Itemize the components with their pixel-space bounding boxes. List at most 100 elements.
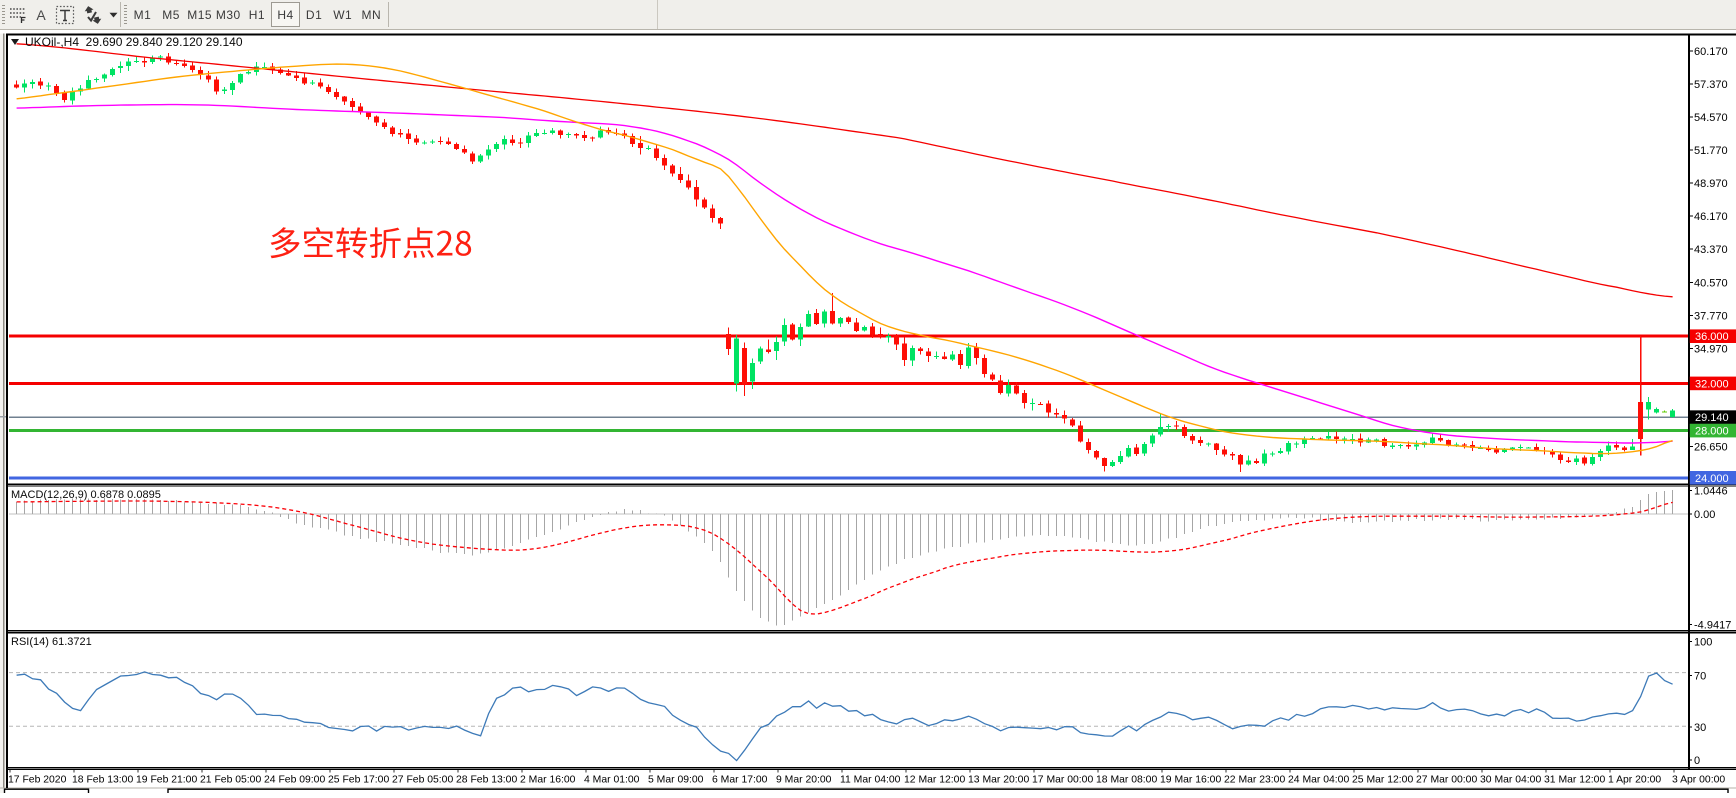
price-tick-54.570: 54.570 xyxy=(1694,112,1728,124)
chart-ohlc-quotes: 29.690 29.840 29.120 29.140 xyxy=(79,35,243,49)
time-label-24: 31 Mar 12:00 xyxy=(1544,775,1605,786)
time-label-19: 22 Mar 23:00 xyxy=(1224,775,1285,786)
timeframe-button-H4[interactable]: H4 xyxy=(271,2,300,27)
time-label-11: 6 Mar 17:00 xyxy=(712,775,768,786)
macd-axis-0.00: 0.00 xyxy=(1694,509,1715,521)
fibonacci-icon xyxy=(10,7,26,23)
time-label-14: 12 Mar 12:00 xyxy=(904,775,965,786)
price-tick-37.770: 37.770 xyxy=(1694,310,1728,322)
chart-title-row: UKOil-,H4 29.690 29.840 29.120 29.140 xyxy=(11,35,243,49)
time-label-10: 5 Mar 09:00 xyxy=(648,775,704,786)
fibonacci-tool-button[interactable] xyxy=(6,2,30,27)
ma-medium-magenta[interactable] xyxy=(16,103,1673,444)
macd-histogram xyxy=(16,489,1674,626)
price-label-24.000: 24.000 xyxy=(1695,473,1729,485)
price-label-box-28.000 xyxy=(1689,423,1736,438)
timeframe-toolbar-grip[interactable] xyxy=(124,5,127,24)
macd-axis--4.9417: -4.9417 xyxy=(1694,620,1731,632)
hline-29.14[interactable] xyxy=(9,416,1688,418)
price-label-29.140: 29.140 xyxy=(1695,412,1729,424)
price-label-box-24.000 xyxy=(1689,471,1736,485)
text-label-icon: A xyxy=(36,6,46,23)
price-label-box-29.140 xyxy=(1689,410,1736,424)
rsi-axis-30: 30 xyxy=(1694,722,1706,734)
time-label-1: 18 Feb 13:00 xyxy=(72,775,133,786)
text-label-tool-button[interactable]: A xyxy=(30,2,52,27)
time-label-18: 19 Mar 16:00 xyxy=(1160,775,1221,786)
timeframe-button-MN[interactable]: MN xyxy=(361,7,382,22)
timeframe-button-H1[interactable]: H1 xyxy=(248,7,266,22)
time-axis: 17 Feb 2020 18 Feb 13:00 19 Feb 21:00 21 Fe… xyxy=(8,770,1725,786)
time-label-15: 13 Mar 20:00 xyxy=(968,775,1029,786)
rsi-indicator-label: RSI(14) 61.3721 xyxy=(11,636,92,648)
time-label-20: 24 Mar 04:00 xyxy=(1288,775,1349,786)
bottom-tab-0[interactable] xyxy=(3,788,90,798)
hline-36[interactable] xyxy=(9,334,1688,338)
price-tick-57.370: 57.370 xyxy=(1694,79,1728,91)
timeframe-button-M1[interactable]: M1 xyxy=(133,7,152,22)
price-tick-26.650: 26.650 xyxy=(1694,442,1728,454)
toolbar: A M1 M5 M15 M3 xyxy=(0,0,658,29)
price-tick-46.170: 46.170 xyxy=(1694,211,1728,223)
hline-24[interactable] xyxy=(9,476,1688,480)
time-label-21: 25 Mar 12:00 xyxy=(1352,775,1413,786)
ma-fast-orange[interactable] xyxy=(16,63,1673,455)
time-label-4: 24 Feb 09:00 xyxy=(264,775,325,786)
chart-annotation[interactable] xyxy=(270,227,472,259)
price-tick-51.770: 51.770 xyxy=(1694,145,1728,157)
hline-28[interactable] xyxy=(9,429,1688,433)
time-label-6: 27 Feb 05:00 xyxy=(392,775,453,786)
hline-32[interactable] xyxy=(9,381,1688,385)
timeframe-button-M5[interactable]: M5 xyxy=(162,7,180,22)
toolbar-separator-2 xyxy=(388,2,389,27)
candles xyxy=(14,52,1676,472)
macd-signal-line[interactable] xyxy=(16,500,1673,615)
time-label-3: 21 Feb 05:00 xyxy=(200,775,261,786)
toolbar-strip: A M1 M5 M15 M3 xyxy=(0,0,1736,30)
toolbar-grip[interactable] xyxy=(2,5,5,24)
rsi-axis-100: 100 xyxy=(1694,637,1712,649)
time-label-5: 25 Feb 17:00 xyxy=(328,775,389,786)
time-label-12: 9 Mar 20:00 xyxy=(776,775,832,786)
price-label-36.000: 36.000 xyxy=(1695,331,1729,343)
chevron-down-icon xyxy=(109,12,117,17)
rsi-pane xyxy=(9,671,1688,762)
price-label-box-36.000 xyxy=(1689,329,1736,343)
bottom-tab-1[interactable] xyxy=(167,788,1729,798)
arrows-dropdown-button[interactable] xyxy=(106,2,120,27)
time-label-8: 2 Mar 16:00 xyxy=(520,775,576,786)
toolbar-separator xyxy=(120,2,121,27)
macd-indicator-label: MACD(12,26,9) 0.6878 0.0895 xyxy=(11,489,161,501)
macd-pane xyxy=(9,489,1688,626)
price-tick-43.370: 43.370 xyxy=(1694,244,1728,256)
time-label-13: 11 Mar 04:00 xyxy=(840,775,901,786)
symbol-dropdown-icon[interactable] xyxy=(11,39,19,45)
timeframe-button-M15[interactable]: M15 xyxy=(187,7,213,22)
arrows-icon xyxy=(84,5,102,24)
price-axis: 60.170 57.370 54.570 51.770 48.970 46.170 43.3… xyxy=(1688,46,1736,767)
rsi-axis-70: 70 xyxy=(1694,671,1706,683)
rsi-axis-0: 0 xyxy=(1694,755,1700,767)
rsi-line[interactable] xyxy=(16,671,1673,762)
time-label-25: 1 Apr 20:00 xyxy=(1608,775,1661,786)
price-tick-60.170: 60.170 xyxy=(1694,46,1728,58)
time-label-9: 4 Mar 01:00 xyxy=(584,775,640,786)
time-label-26: 3 Apr 00:00 xyxy=(1672,775,1725,786)
text-tool-button[interactable] xyxy=(53,2,77,27)
timeframe-buttons: M1 M5 M15 M30 H1 H4 D1 W1 MN xyxy=(128,2,386,27)
price-tick-34.970: 34.970 xyxy=(1694,343,1728,355)
timeframe-button-M30[interactable]: M30 xyxy=(215,7,241,22)
arrows-tool-button[interactable] xyxy=(80,2,106,27)
ma-slow-red[interactable] xyxy=(16,43,1673,298)
time-label-17: 18 Mar 08:00 xyxy=(1096,775,1157,786)
time-label-7: 28 Feb 13:00 xyxy=(456,775,517,786)
chart-symbol-period: UKOil-,H4 xyxy=(25,35,80,49)
timeframe-button-W1[interactable]: W1 xyxy=(333,7,353,22)
time-label-2: 19 Feb 21:00 xyxy=(136,775,197,786)
price-tick-48.970: 48.970 xyxy=(1694,178,1728,190)
timeframe-button-D1[interactable]: D1 xyxy=(305,7,323,22)
price-label-28.000: 28.000 xyxy=(1695,426,1729,438)
